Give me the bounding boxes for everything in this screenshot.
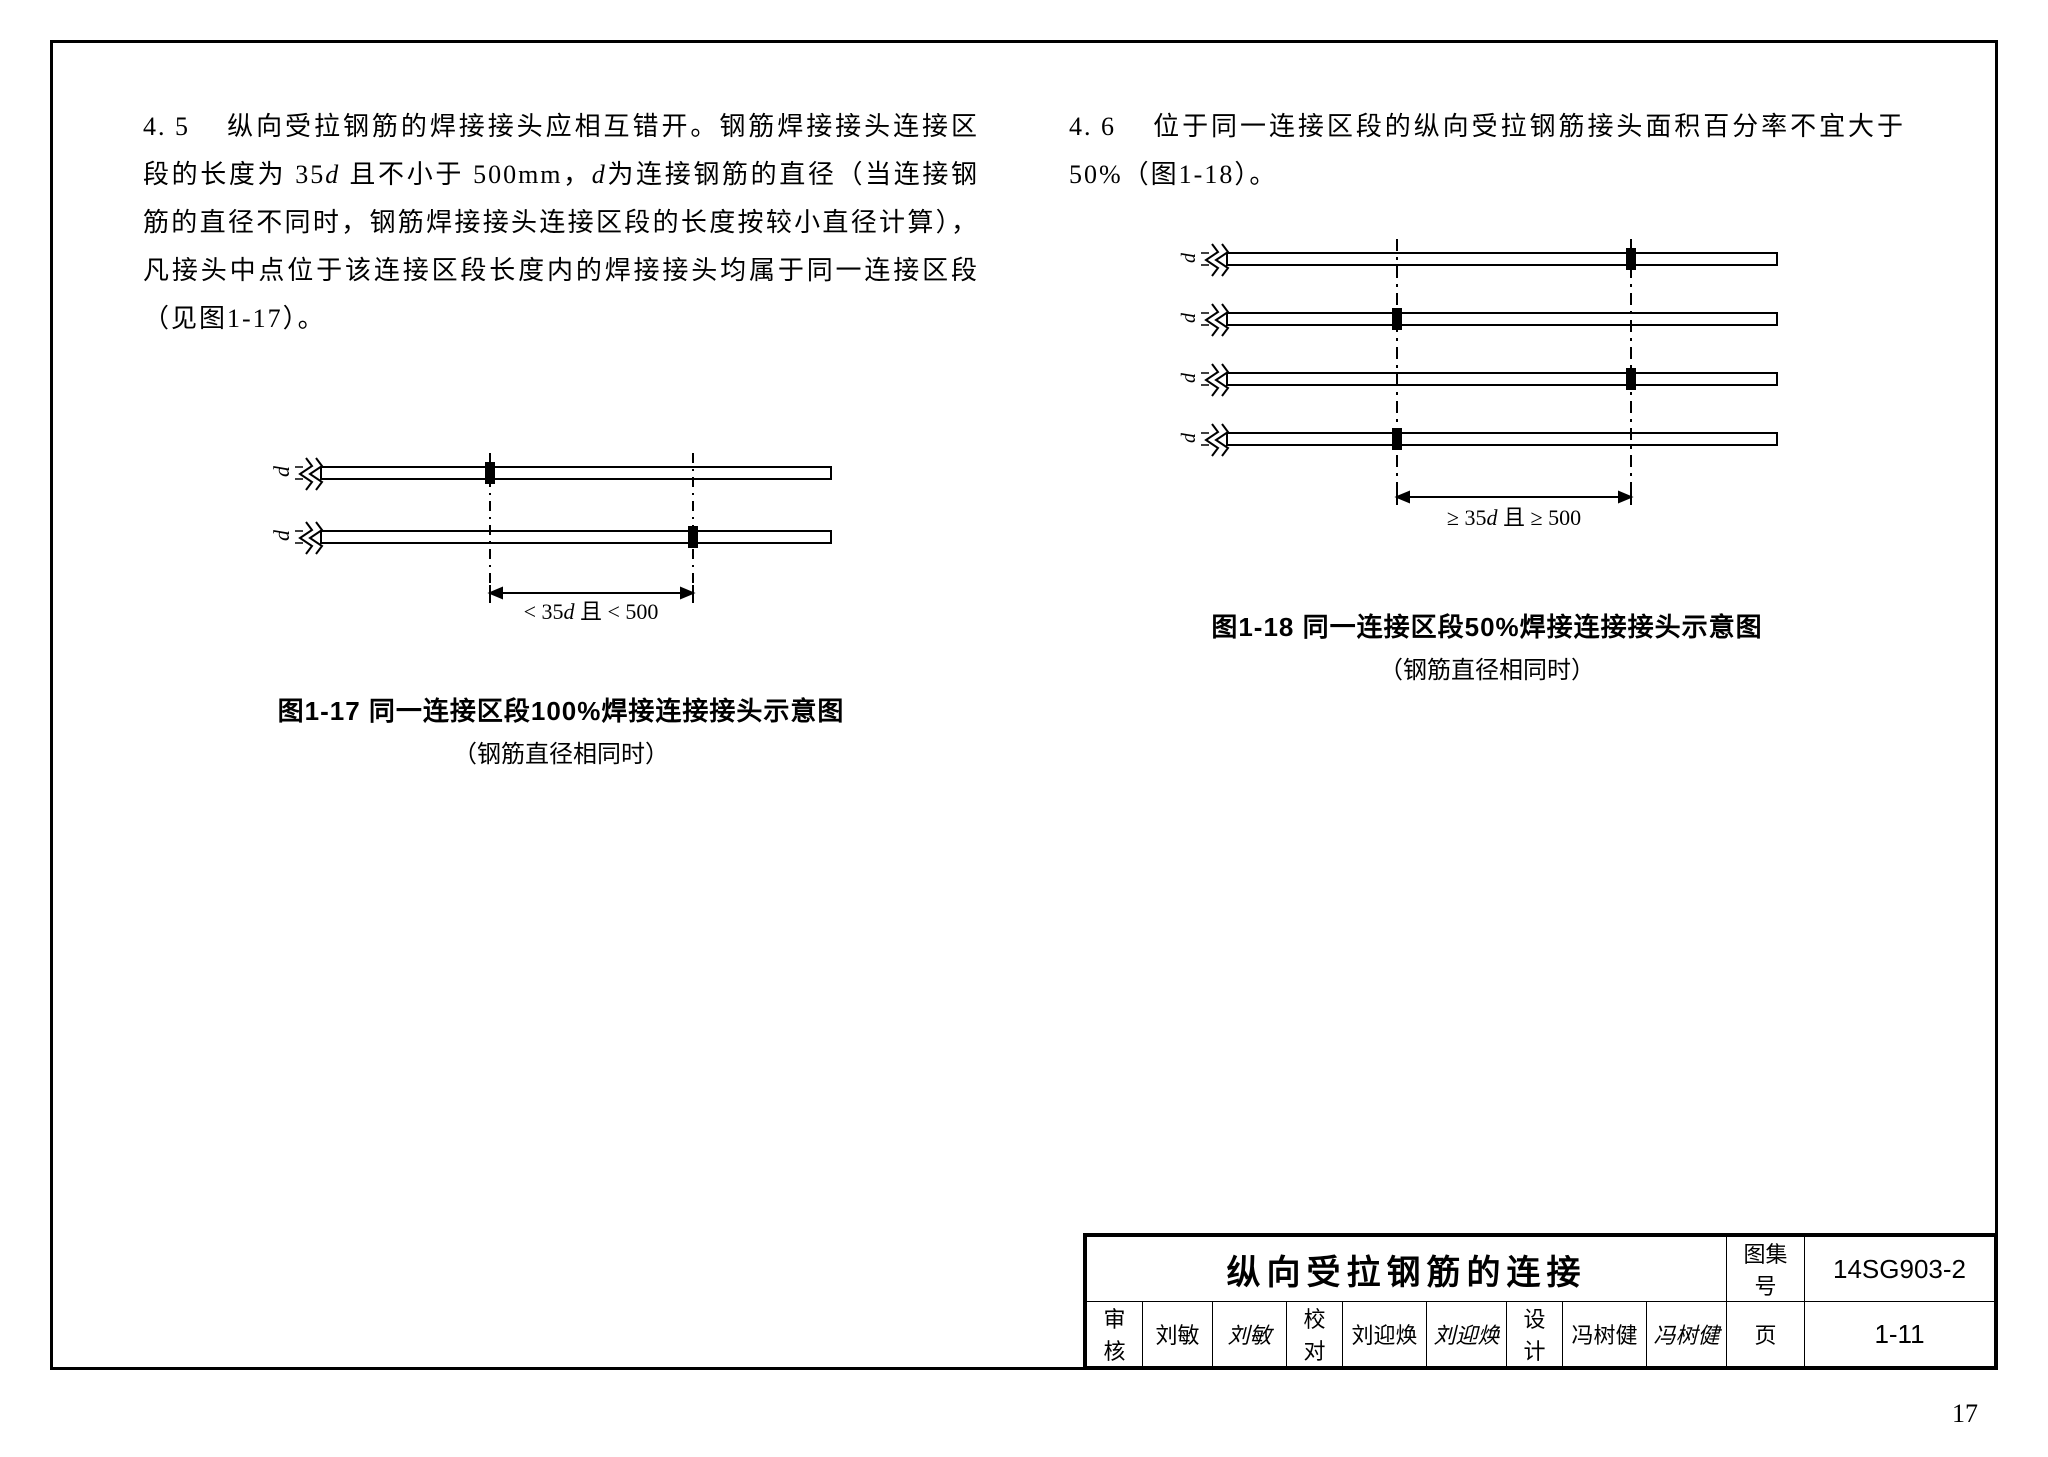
reviewer-sig2: 刘敏 [1213, 1302, 1287, 1367]
checker-sig2: 刘迎焕 [1427, 1302, 1507, 1367]
figure-1-18: d d d d ≥ 35d 且 ≥ 500 图1-18 同一连接区段50%焊接连… [1069, 229, 1905, 685]
left-column: 4. 5纵向受拉钢筋的焊接接头应相互错开。钢筋焊接接头连接区段的长度为 35d … [53, 43, 1039, 1367]
figure-1-17: d d < 35d 且 < 500 图1-17 同一连接区段100%焊接连接接头… [143, 443, 979, 769]
figure-1-18-subtitle: （钢筋直径相同时） [1379, 650, 1595, 685]
reviewer-name2: 刘敏 [1143, 1302, 1213, 1367]
designer-name2: 冯树健 [1563, 1302, 1647, 1367]
para-4-6: 4. 6位于同一连接区段的纵向受拉钢筋接头面积百分率不宜大于50%（图1-18）… [1069, 103, 1905, 199]
atlas-label2: 图集号 [1727, 1237, 1805, 1302]
svg-text:d: d [269, 465, 294, 477]
svg-text:d: d [1178, 252, 1200, 263]
figure-1-18-svg: d d d d ≥ 35d 且 ≥ 500 [1157, 229, 1817, 589]
section-number-4-6: 4. 6 [1069, 103, 1152, 151]
svg-text:d: d [1178, 432, 1200, 443]
fig18-dim-text: ≥ 35d 且 ≥ 500 [1447, 505, 1581, 530]
fig17-dim-text: < 35d 且 < 500 [524, 599, 659, 624]
figure-1-17-subtitle: （钢筋直径相同时） [453, 734, 669, 769]
design-label2: 设计 [1507, 1302, 1563, 1367]
checker-name2: 刘迎焕 [1343, 1302, 1427, 1367]
check-label2: 校对 [1287, 1302, 1343, 1367]
para-4-5: 4. 5纵向受拉钢筋的焊接接头应相互错开。钢筋焊接接头连接区段的长度为 35d … [143, 103, 979, 343]
figure-1-17-svg: d d < 35d 且 < 500 [251, 443, 871, 673]
figure-1-18-title: 图1-18 同一连接区段50%焊接连接接头示意图 [1211, 607, 1762, 644]
page-code2: 1-11 [1805, 1302, 1995, 1367]
drawing-title2: 纵向受拉钢筋的连接 [1087, 1237, 1727, 1302]
section-number-4-5: 4. 5 [143, 103, 226, 151]
page-number: 17 [1952, 1399, 1978, 1429]
svg-text:d: d [269, 529, 294, 541]
drawing-frame: 4. 5纵向受拉钢筋的焊接接头应相互错开。钢筋焊接接头连接区段的长度为 35d … [50, 40, 1998, 1370]
page-label2: 页 [1727, 1302, 1805, 1367]
svg-text:d: d [1178, 372, 1200, 383]
title-block-real: 纵向受拉钢筋的连接 图集号 14SG903-2 审核 刘敏 刘敏 校对 刘迎焕 … [1083, 1233, 1998, 1370]
para-4-6-text: 位于同一连接区段的纵向受拉钢筋接头面积百分率不宜大于50%（图1-18）。 [1069, 112, 1905, 189]
right-column: 4. 6位于同一连接区段的纵向受拉钢筋接头面积百分率不宜大于50%（图1-18）… [1039, 43, 1995, 1367]
designer-sig2: 冯树健 [1647, 1302, 1727, 1367]
para-4-5-text: 纵向受拉钢筋的焊接接头应相互错开。钢筋焊接接头连接区段的长度为 35d 且不小于… [143, 112, 979, 333]
atlas-code2: 14SG903-2 [1805, 1237, 1995, 1302]
svg-text:d: d [1178, 312, 1200, 323]
review-label2: 审核 [1087, 1302, 1143, 1367]
figure-1-17-title: 图1-17 同一连接区段100%焊接连接接头示意图 [278, 691, 845, 728]
